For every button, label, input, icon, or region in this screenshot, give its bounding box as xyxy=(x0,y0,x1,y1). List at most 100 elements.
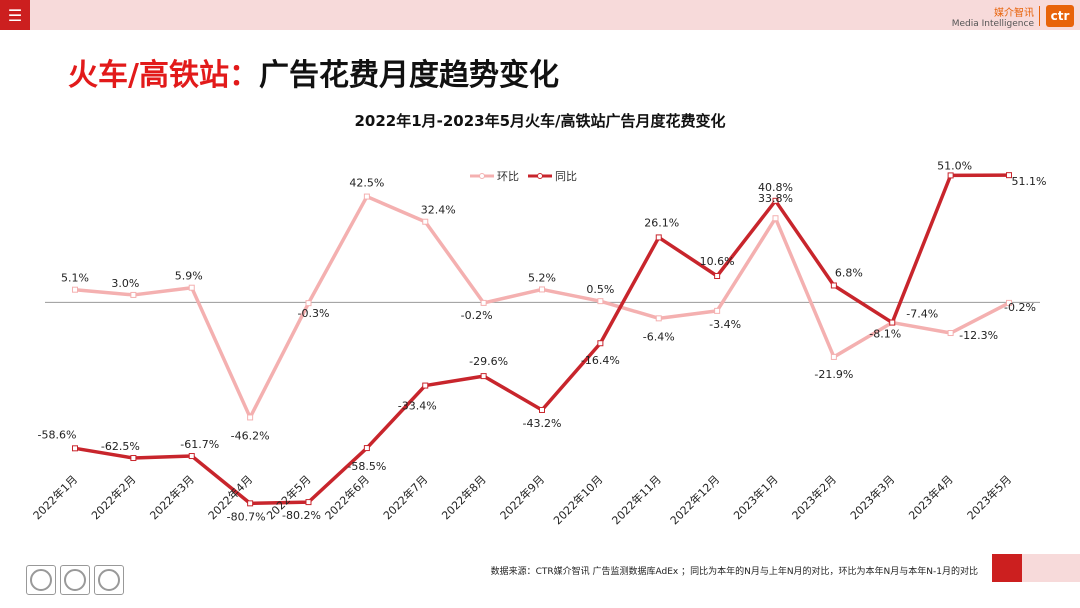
data-label: -80.2% xyxy=(282,509,321,522)
data-point xyxy=(363,445,370,452)
data-label: -21.9% xyxy=(814,368,853,381)
footer-pink-block xyxy=(1022,554,1080,582)
data-point xyxy=(655,234,662,241)
legend-label-1: 同比 xyxy=(555,170,577,183)
data-point xyxy=(247,500,254,507)
x-tick-label: 2023年5月 xyxy=(964,472,1014,522)
logo-divider xyxy=(1039,6,1040,26)
data-label: -61.7% xyxy=(180,438,219,451)
data-label: -12.3% xyxy=(959,329,998,342)
data-point xyxy=(830,282,837,289)
data-point xyxy=(363,193,370,200)
data-label: 3.0% xyxy=(111,277,139,290)
data-point xyxy=(72,445,78,452)
data-point xyxy=(539,406,545,413)
data-point xyxy=(1006,299,1012,306)
certifications xyxy=(26,565,124,595)
data-label: -80.7% xyxy=(227,510,266,523)
page-title: 火车/高铁站：广告花费月度趋势变化 xyxy=(68,50,559,94)
data-point xyxy=(830,353,837,360)
data-point xyxy=(305,499,312,506)
data-point xyxy=(889,319,896,326)
data-point xyxy=(130,455,137,462)
data-point xyxy=(480,373,487,380)
data-label: -29.6% xyxy=(469,355,508,368)
x-tick-label: 2022年11月 xyxy=(609,472,664,527)
x-tick-label: 2022年6月 xyxy=(322,472,372,522)
data-point xyxy=(772,197,779,204)
data-label: 6.8% xyxy=(835,266,863,279)
data-point xyxy=(480,299,487,306)
page-title-highlight: 火车/高铁站： xyxy=(68,58,259,93)
data-label: -6.4% xyxy=(643,330,675,343)
data-point xyxy=(247,414,254,421)
data-label: -7.4% xyxy=(906,308,938,321)
data-point xyxy=(1006,172,1012,179)
data-label: 5.1% xyxy=(61,272,89,285)
x-tick-label: 2022年12月 xyxy=(667,472,722,527)
data-label: 32.4% xyxy=(421,204,456,217)
data-point xyxy=(947,330,954,337)
data-label: -0.2% xyxy=(1004,301,1036,314)
x-tick-label: 2022年8月 xyxy=(439,472,489,522)
data-label: -3.4% xyxy=(709,318,741,331)
data-label: 40.8% xyxy=(758,181,793,194)
data-point xyxy=(305,300,312,307)
data-point xyxy=(422,218,429,225)
data-point xyxy=(714,307,721,314)
x-tick-label: 2022年3月 xyxy=(147,472,197,522)
data-point xyxy=(72,286,78,293)
data-point xyxy=(947,172,954,179)
data-label: 0.5% xyxy=(586,283,614,296)
data-label: -62.5% xyxy=(101,440,140,453)
x-tick-label: 2023年3月 xyxy=(847,472,897,522)
data-label: -8.1% xyxy=(869,328,901,341)
data-label: -46.2% xyxy=(231,429,270,442)
x-tick-label: 2023年4月 xyxy=(906,472,956,522)
data-label: 5.2% xyxy=(528,271,556,284)
data-label: -0.3% xyxy=(298,307,330,320)
sgs-badge-icon xyxy=(60,565,90,595)
legend-label-0: 环比 xyxy=(497,170,519,183)
x-tick-label: 2023年2月 xyxy=(789,472,839,522)
data-label: 5.9% xyxy=(175,270,203,283)
x-tick-label: 2022年9月 xyxy=(497,472,547,522)
data-point xyxy=(422,382,429,389)
data-label: 33.8% xyxy=(758,192,793,205)
legend-marker-1 xyxy=(537,173,543,179)
data-label: 51.0% xyxy=(937,159,972,172)
data-label: 10.6% xyxy=(700,255,735,268)
brand-cn: 媒介智讯 xyxy=(994,8,1034,19)
data-point xyxy=(130,291,137,298)
chart-title: 2022年1月-2023年5月火车/高铁站广告月度花费变化 xyxy=(354,112,726,130)
data-point xyxy=(714,273,721,280)
data-point xyxy=(597,340,604,347)
data-point xyxy=(655,315,662,322)
menu-icon[interactable]: ☰ xyxy=(0,0,30,30)
data-label: -43.2% xyxy=(523,417,562,430)
data-label: 51.1% xyxy=(1012,175,1047,188)
data-label: -58.6% xyxy=(38,428,77,441)
brand: 媒介智讯 Media Intelligence xyxy=(952,8,1034,30)
x-tick-label: 2022年10月 xyxy=(550,472,605,527)
data-point xyxy=(772,215,779,222)
data-source-note: 数据来源：CTR媒介智讯 广告监测数据库AdEx ；同比为本年的N月与上年N月的… xyxy=(490,567,978,577)
page-title-rest: 广告花费月度趋势变化 xyxy=(258,58,559,93)
x-tick-label: 2022年7月 xyxy=(380,472,430,522)
brand-en: Media Intelligence xyxy=(951,19,1034,29)
data-label: 26.1% xyxy=(644,216,679,229)
data-label: -0.2% xyxy=(461,309,493,322)
legend-marker-0 xyxy=(479,173,485,179)
data-point xyxy=(188,284,195,291)
top-bar: ☰ 媒介智讯 Media Intelligence ctr xyxy=(0,0,1080,30)
data-point xyxy=(539,286,545,293)
data-label: -33.4% xyxy=(398,400,437,413)
x-tick-label: 2022年2月 xyxy=(88,472,138,522)
x-tick-label: 2023年1月 xyxy=(730,472,780,522)
data-point xyxy=(188,453,195,460)
x-tick-label: 2022年1月 xyxy=(30,472,80,522)
data-label: 42.5% xyxy=(349,177,384,190)
footer-red-block xyxy=(992,554,1022,582)
data-point xyxy=(597,298,604,305)
data-label: -58.5% xyxy=(347,460,386,473)
